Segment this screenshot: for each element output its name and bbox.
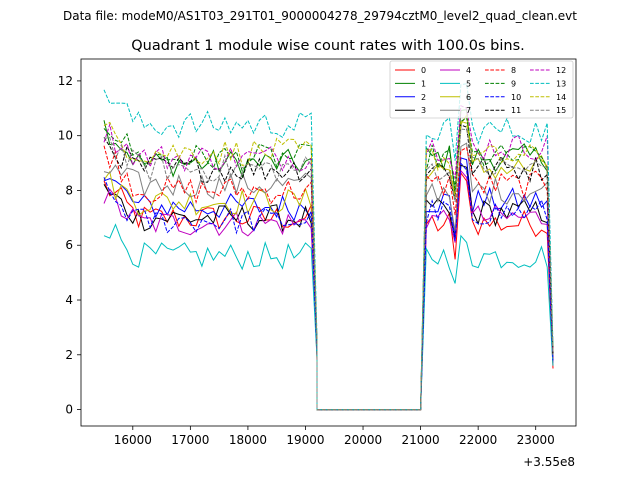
x-tick-label: 19000 — [286, 433, 324, 447]
x-tick-label: 21000 — [401, 433, 439, 447]
series-line-13 — [103, 83, 554, 411]
axes-frame — [80, 58, 577, 427]
legend-label-1: 1 — [421, 79, 426, 88]
y-tick-label: 12 — [58, 74, 73, 88]
legend-label-7: 7 — [466, 106, 471, 115]
series-line-11 — [103, 124, 554, 411]
series-line-12 — [103, 104, 554, 411]
legend-label-14: 14 — [556, 93, 566, 102]
y-tick-label: 2 — [65, 348, 73, 362]
series-line-8 — [103, 145, 554, 411]
x-tick-label: 18000 — [229, 433, 267, 447]
series-line-6 — [103, 113, 554, 411]
x-tick-label: 20000 — [344, 433, 382, 447]
series-line-1 — [103, 109, 554, 411]
y-tick-label: 8 — [65, 183, 73, 197]
legend-label-2: 2 — [421, 93, 426, 102]
legend-label-4: 4 — [466, 66, 471, 75]
series-line-3 — [103, 164, 554, 411]
legend-label-8: 8 — [511, 66, 516, 75]
legend-label-11: 11 — [511, 106, 521, 115]
axes: 16000 17000 18000 19000 20000 21000 22000 23000… — [58, 58, 577, 447]
x-tick-label: 22000 — [459, 433, 497, 447]
series-line-5 — [103, 223, 554, 411]
x-tick-label: 23000 — [517, 433, 555, 447]
series-line-7 — [103, 142, 554, 411]
chart-title: Quadrant 1 module wise count rates with … — [131, 38, 525, 54]
legend-label-9: 9 — [511, 79, 516, 88]
legend-label-3: 3 — [421, 106, 426, 115]
y-tick-label: 4 — [65, 293, 73, 307]
y-tick-label: 0 — [65, 403, 73, 417]
data-file-label: Data file: modeM0/AS1T03_291T01_90000042… — [63, 9, 577, 23]
legend-label-15: 15 — [556, 106, 566, 115]
x-offset-label: +3.55e8 — [523, 455, 575, 469]
legend-label-6: 6 — [466, 93, 471, 102]
series-line-15 — [103, 128, 554, 411]
x-tick-label: 16000 — [114, 433, 152, 447]
plot-area — [103, 83, 554, 411]
series-line-2 — [103, 157, 554, 411]
series-line-0 — [103, 171, 554, 411]
legend-label-12: 12 — [556, 66, 566, 75]
legend-label-0: 0 — [421, 66, 426, 75]
legend-label-10: 10 — [511, 93, 521, 102]
legend-box — [389, 60, 574, 119]
series-line-10 — [103, 162, 554, 411]
y-tick-label: 10 — [58, 129, 73, 143]
legend-label-5: 5 — [466, 79, 471, 88]
x-tick-label: 17000 — [171, 433, 209, 447]
legend-label-13: 13 — [556, 79, 566, 88]
y-tick-label: 6 — [65, 238, 73, 252]
